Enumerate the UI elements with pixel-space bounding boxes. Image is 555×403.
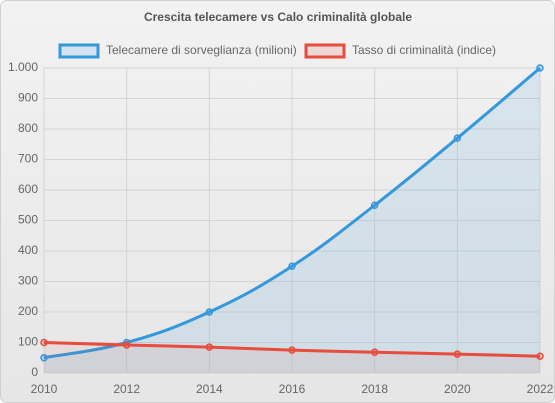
legend-label: Tasso di criminalità (indice)	[352, 43, 496, 57]
y-tick-label: 200	[18, 304, 38, 318]
point	[122, 341, 131, 349]
point	[453, 350, 462, 358]
y-tick-label: 700	[18, 152, 38, 166]
y-tick-label: 800	[18, 121, 38, 135]
legend-label: Telecamere di sorveglianza (milioni)	[106, 43, 297, 57]
x-tick-label: 2022	[527, 382, 554, 396]
point	[453, 134, 462, 142]
y-tick-label: 300	[18, 274, 38, 288]
chart-title: Crescita telecamere vs Calo criminalità …	[144, 10, 412, 24]
y-tick-label: 0	[31, 365, 38, 379]
x-tick-label: 2014	[196, 382, 223, 396]
point	[536, 352, 544, 360]
point	[40, 338, 48, 347]
line	[43, 341, 541, 358]
x-tick-label: 2018	[361, 382, 388, 396]
point	[205, 343, 214, 351]
point	[288, 262, 296, 270]
x-tick-label: 2010	[31, 382, 58, 396]
y-tick-label: 900	[18, 91, 38, 105]
y-tick-label: 400	[18, 243, 38, 257]
point	[370, 348, 379, 357]
x-tick-label: 2012	[113, 382, 140, 396]
y-tick-label: 1.000	[8, 60, 38, 74]
y-tick-label: 100	[18, 335, 38, 349]
point	[205, 308, 214, 316]
area	[44, 342, 540, 373]
legend-swatch	[304, 43, 346, 59]
legend-swatch	[58, 43, 100, 59]
area	[44, 68, 540, 373]
x-tick-label: 2020	[444, 382, 471, 396]
y-tick-label: 600	[18, 182, 38, 196]
point	[40, 354, 48, 362]
point	[370, 201, 379, 209]
y-tick-label: 500	[18, 213, 38, 227]
point	[536, 64, 544, 72]
point	[288, 346, 296, 354]
x-tick-label: 2016	[279, 382, 306, 396]
